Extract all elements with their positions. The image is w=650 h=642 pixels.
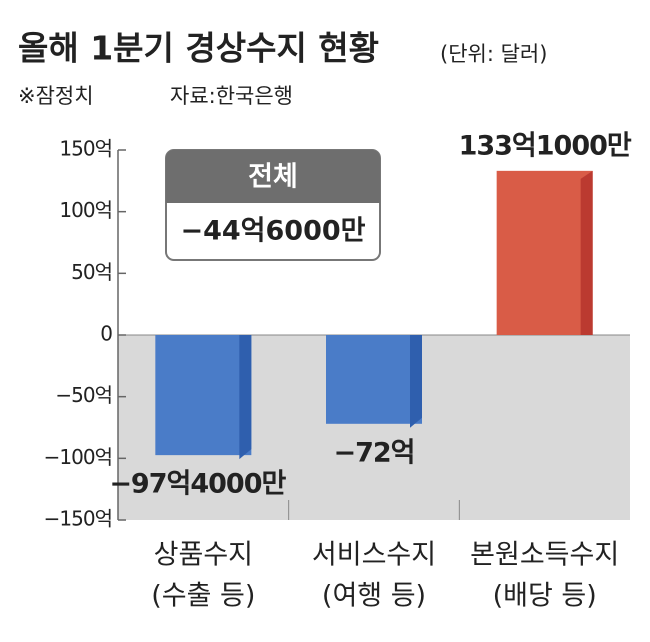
total-title: 전체 [248, 162, 298, 193]
note: ※잠정치 [18, 84, 94, 108]
x-tick-sublabel: (여행 등) [322, 581, 426, 612]
bar-side [580, 170, 593, 335]
bar [155, 335, 252, 456]
x-tick-label: 본원소득수지 [470, 540, 619, 571]
bar-side [239, 335, 252, 460]
x-tick-sublabel: (배당 등) [493, 581, 597, 612]
y-tick-label: 150억 [59, 137, 112, 161]
subtitle: (단위: 달러) [440, 42, 547, 66]
bar-side [410, 335, 422, 428]
value-label: −72억 [333, 437, 414, 468]
y-tick-label: −50억 [55, 383, 112, 407]
value-label: −97억4000만 [109, 469, 286, 500]
y-tick-label: −100억 [44, 445, 112, 469]
source: 자료:한국은행 [170, 84, 293, 108]
x-tick-sublabel: (수출 등) [151, 581, 255, 612]
chart-title: 올해 1분기 경상수지 현황 [18, 29, 379, 68]
y-tick-label: −150억 [44, 507, 112, 531]
y-tick-label: 50억 [71, 260, 112, 284]
bar [326, 335, 422, 424]
y-tick-label: 0 [100, 322, 112, 346]
x-tick-label: 상품수지 [154, 540, 253, 571]
x-tick-label: 서비스수지 [312, 540, 436, 571]
value-label: 133억1000만 [459, 130, 632, 161]
total-header [166, 150, 380, 203]
bar [496, 170, 593, 335]
y-tick-label: 100억 [59, 198, 112, 222]
total-value: −44억6000만 [180, 216, 365, 247]
